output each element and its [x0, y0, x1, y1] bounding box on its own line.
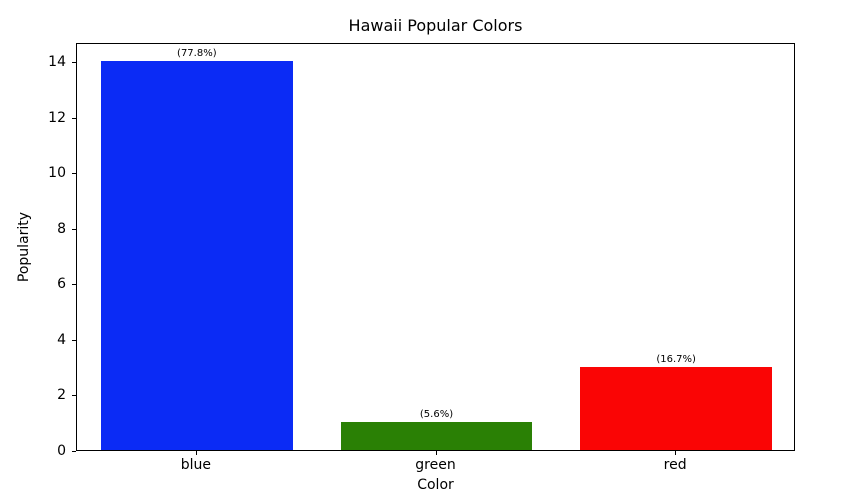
x-tick-label: red: [663, 457, 687, 473]
y-tick-mark: [72, 395, 76, 397]
bar-red: [580, 366, 773, 450]
y-tick-mark: [72, 173, 76, 175]
bar-value-label: (16.7%): [656, 353, 696, 365]
bar-green: [340, 422, 533, 450]
y-tick-label: 12: [48, 109, 66, 126]
x-tick-label: green: [415, 457, 456, 473]
y-tick-label: 14: [48, 54, 66, 71]
y-tick-mark: [72, 451, 76, 452]
x-axis-label: Color: [417, 477, 454, 493]
y-tick-mark: [72, 62, 76, 64]
y-axis-label: Popularity: [16, 211, 32, 283]
y-tick-mark: [72, 228, 76, 230]
bar-value-label: (5.6%): [419, 409, 454, 421]
y-tick-label: 8: [57, 220, 66, 237]
x-tick-mark: [435, 451, 437, 455]
bar-blue: [100, 61, 293, 450]
y-tick-mark: [72, 339, 76, 341]
plot-area: (77.8%) (5.6%) (16.7%): [76, 43, 795, 451]
y-tick-label: 4: [57, 331, 66, 348]
x-tick-mark: [195, 451, 197, 455]
chart-title: Hawaii Popular Colors: [348, 16, 523, 35]
y-tick-label: 6: [57, 276, 66, 293]
y-tick-label: 2: [57, 387, 66, 404]
x-tick-mark: [675, 451, 677, 455]
y-tick-mark: [72, 117, 76, 119]
y-tick-mark: [72, 284, 76, 286]
bar-value-label: (77.8%): [177, 48, 217, 60]
y-tick-label: 0: [57, 443, 66, 459]
x-tick-label: blue: [180, 457, 211, 473]
y-tick-label: 10: [48, 165, 66, 182]
